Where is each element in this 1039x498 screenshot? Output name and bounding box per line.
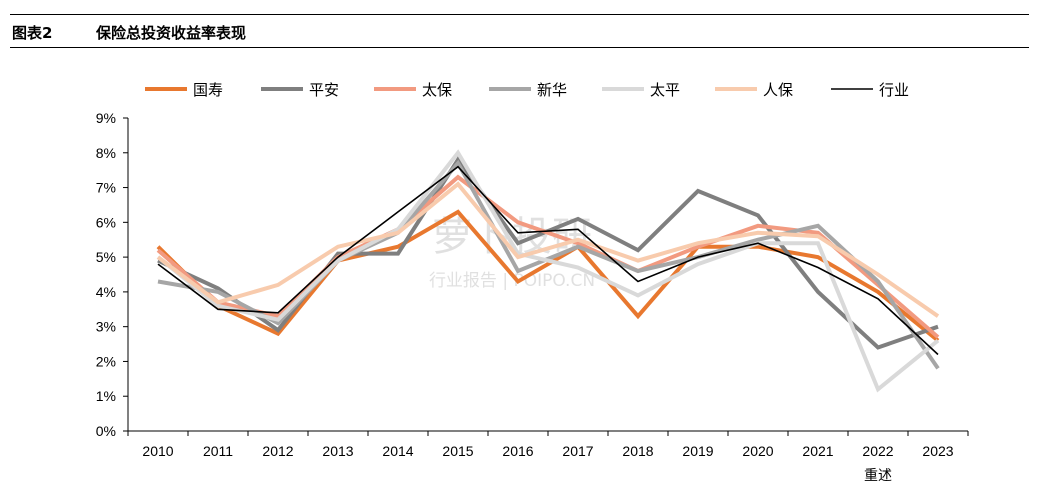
x-tick-label: 2022 bbox=[862, 443, 893, 459]
x-tick-label: 2015 bbox=[442, 443, 473, 459]
series-line-国寿 bbox=[156, 209, 940, 343]
y-tick-label: 2% bbox=[96, 353, 116, 369]
y-tick-label: 3% bbox=[96, 319, 116, 335]
figure-header: 图表2 保险总投资收益率表现 bbox=[10, 14, 1029, 48]
series-line-太保 bbox=[156, 174, 940, 339]
x-tick-label: 2012 bbox=[262, 443, 293, 459]
x-tick-label: 2017 bbox=[562, 443, 593, 459]
legend-label: 平安 bbox=[309, 81, 339, 99]
watermark-sub: 行业报告 | POIPO.CN bbox=[429, 271, 595, 291]
series-line-太平 bbox=[156, 149, 940, 393]
x-tick-note: 重述 bbox=[864, 468, 892, 484]
y-tick-label: 1% bbox=[96, 388, 116, 404]
legend-label: 行业 bbox=[879, 81, 909, 99]
y-tick-label: 4% bbox=[96, 284, 116, 300]
x-tick-label: 2020 bbox=[742, 443, 773, 459]
figure-title: 保险总投资收益率表现 bbox=[96, 24, 247, 42]
y-tick-label: 6% bbox=[96, 214, 116, 230]
x-tick-label: 2010 bbox=[142, 443, 173, 459]
legend-label: 国寿 bbox=[193, 81, 223, 99]
y-tick-label: 5% bbox=[96, 249, 116, 265]
x-tick-label: 2023 bbox=[922, 443, 953, 459]
legend-label: 太平 bbox=[650, 81, 680, 99]
series-line-行业 bbox=[157, 165, 939, 356]
x-tick-label: 2018 bbox=[622, 443, 653, 459]
y-tick-label: 8% bbox=[96, 145, 116, 161]
y-tick-label: 9% bbox=[96, 110, 116, 126]
legend-label: 太保 bbox=[422, 81, 452, 99]
y-tick-label: 0% bbox=[96, 423, 116, 439]
x-tick-label: 2013 bbox=[322, 443, 353, 459]
x-tick-label: 2014 bbox=[382, 443, 413, 459]
x-tick-label: 2016 bbox=[502, 443, 533, 459]
x-tick-label: 2011 bbox=[203, 443, 233, 459]
x-tick-label: 2019 bbox=[682, 443, 713, 459]
legend-label: 新华 bbox=[537, 81, 567, 99]
x-tick-label: 2021 bbox=[802, 443, 833, 459]
y-tick-label: 7% bbox=[96, 180, 116, 196]
series-line-人保 bbox=[156, 181, 940, 318]
legend-label: 人保 bbox=[763, 81, 793, 99]
figure-number: 图表2 bbox=[12, 24, 53, 42]
